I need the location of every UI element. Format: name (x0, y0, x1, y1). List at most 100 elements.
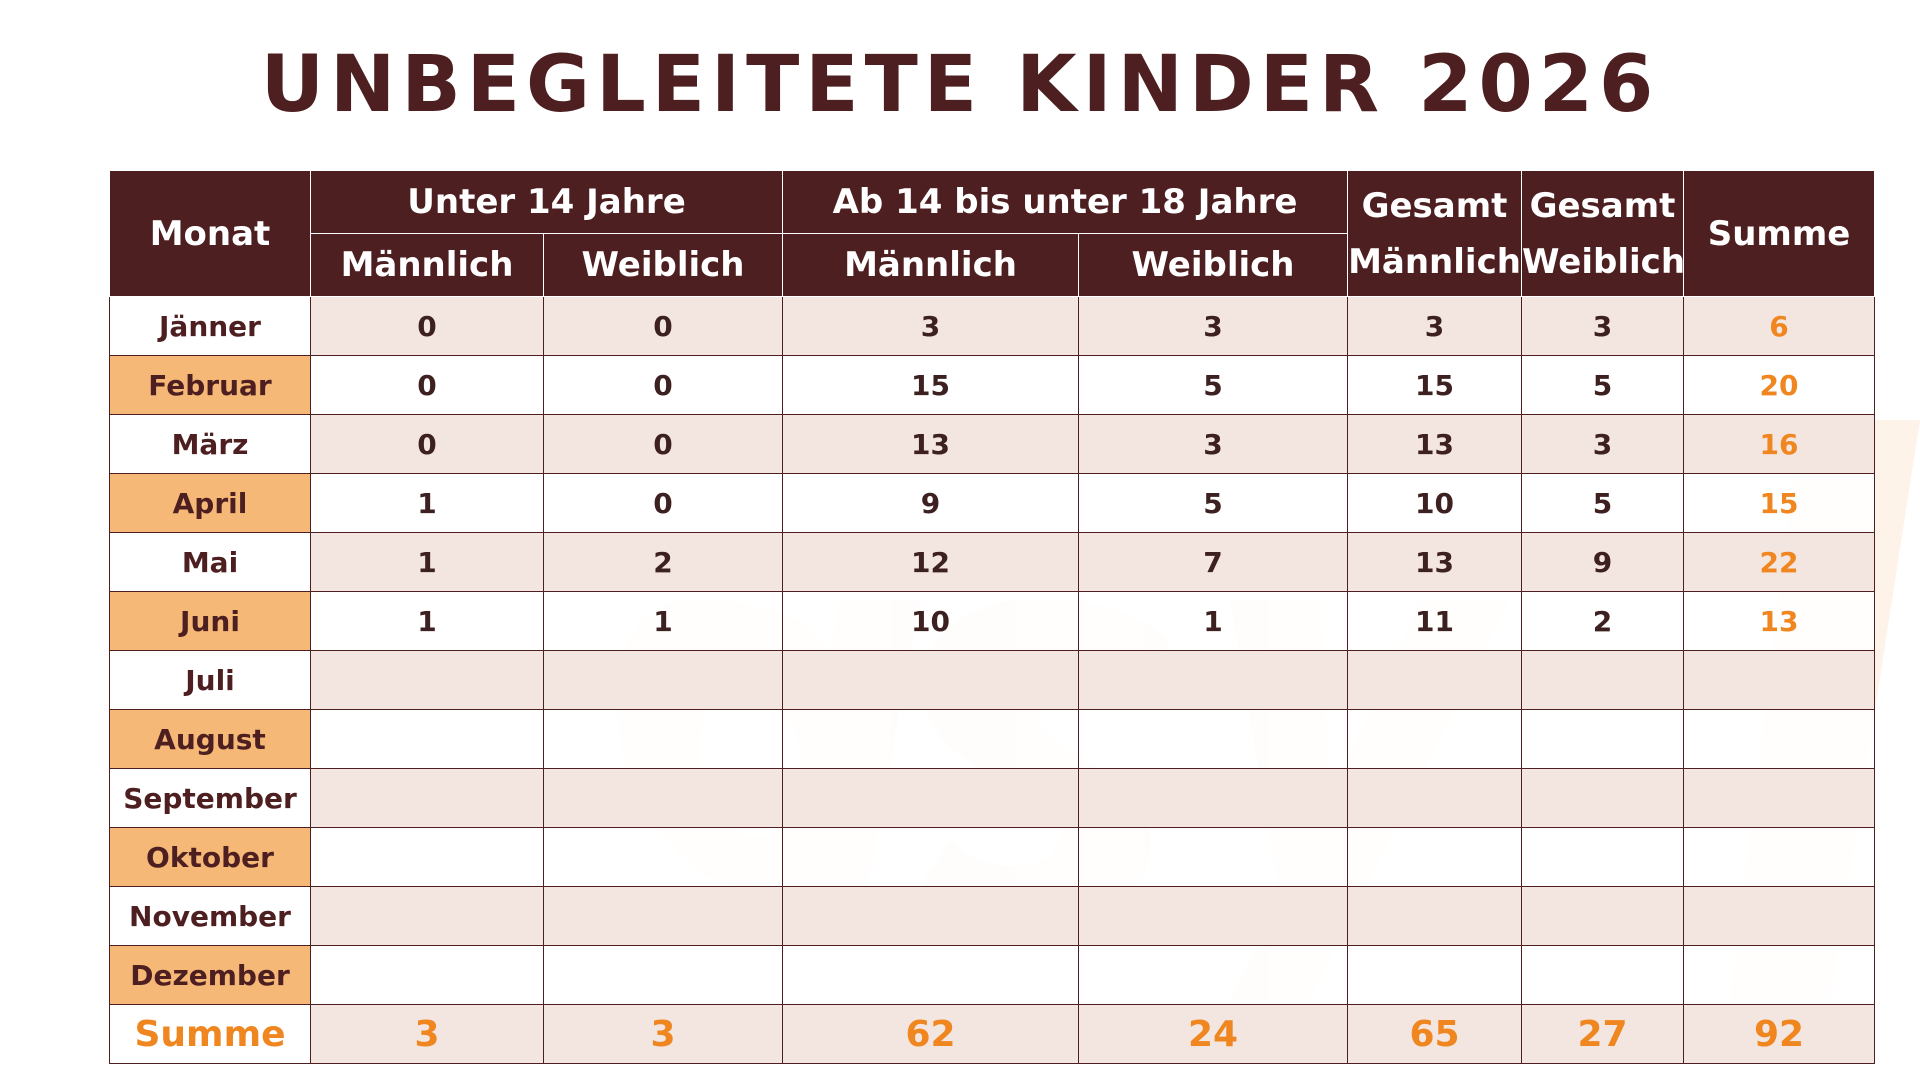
cell-summe (1683, 945, 1876, 1005)
table-row: August (109, 709, 1876, 769)
table-row: März 0 0 13 3 13 3 16 (109, 414, 1876, 474)
cell-u14-maennlich: 0 (310, 414, 544, 474)
cell-summe: 6 (1683, 296, 1876, 356)
total-row: Summe 3 3 62 24 65 27 92 (109, 1004, 1876, 1064)
total-ab14-weiblich: 24 (1078, 1004, 1349, 1064)
cell-u14-weiblich: 0 (542, 355, 784, 415)
cell-summe (1683, 827, 1876, 887)
cell-u14-maennlich (310, 768, 544, 828)
cell-ab14-maennlich (782, 768, 1080, 828)
cell-u14-maennlich (310, 827, 544, 887)
cell-ab14-weiblich: 3 (1078, 414, 1349, 474)
cell-ab14-weiblich: 1 (1078, 591, 1349, 651)
cell-u14-maennlich (310, 709, 544, 769)
cell-gesamt-maennlich (1347, 650, 1523, 710)
cell-u14-weiblich: 0 (542, 296, 784, 356)
total-u14-maennlich: 3 (310, 1004, 544, 1064)
month-cell: Juli (109, 650, 311, 710)
cell-gesamt-weiblich: 9 (1521, 532, 1685, 592)
cell-ab14-weiblich: 5 (1078, 355, 1349, 415)
cell-u14-weiblich (542, 650, 784, 710)
table-row: November (109, 886, 1876, 946)
cell-ab14-maennlich: 9 (782, 473, 1080, 533)
column-header-gesamt-maennlich: Gesamt Männlich (1347, 170, 1523, 297)
total-u14-weiblich: 3 (542, 1004, 784, 1064)
cell-ab14-weiblich (1078, 768, 1349, 828)
cell-gesamt-weiblich (1521, 886, 1685, 946)
column-header-gesamt-weiblich: Gesamt Weiblich (1521, 170, 1685, 297)
table-row: Oktober (109, 827, 1876, 887)
cell-gesamt-maennlich: 10 (1347, 473, 1523, 533)
month-cell: Juni (109, 591, 311, 651)
cell-ab14-maennlich (782, 827, 1080, 887)
cell-u14-maennlich: 1 (310, 473, 544, 533)
cell-ab14-maennlich (782, 945, 1080, 1005)
cell-u14-weiblich (542, 886, 784, 946)
cell-ab14-weiblich (1078, 945, 1349, 1005)
column-group-ab-14: Ab 14 bis unter 18 Jahre (782, 170, 1349, 234)
cell-summe: 16 (1683, 414, 1876, 474)
cell-ab14-maennlich (782, 886, 1080, 946)
cell-u14-weiblich (542, 945, 784, 1005)
cell-gesamt-weiblich (1521, 709, 1685, 769)
cell-gesamt-maennlich (1347, 945, 1523, 1005)
cell-gesamt-maennlich (1347, 886, 1523, 946)
cell-gesamt-weiblich (1521, 827, 1685, 887)
gesamt-weiblich-line2: Weiblich (1522, 241, 1684, 282)
cell-ab14-weiblich: 7 (1078, 532, 1349, 592)
gesamt-maennlich-line1: Gesamt (1361, 185, 1508, 226)
cell-gesamt-weiblich (1521, 650, 1685, 710)
cell-gesamt-weiblich: 5 (1521, 473, 1685, 533)
table-row: September (109, 768, 1876, 828)
cell-summe: 20 (1683, 355, 1876, 415)
total-label: Summe (109, 1004, 311, 1064)
cell-u14-maennlich: 1 (310, 532, 544, 592)
month-cell: Februar (109, 355, 311, 415)
cell-u14-weiblich: 0 (542, 473, 784, 533)
cell-gesamt-weiblich (1521, 945, 1685, 1005)
cell-u14-maennlich: 1 (310, 591, 544, 651)
cell-gesamt-maennlich (1347, 709, 1523, 769)
table-row: Juli (109, 650, 1876, 710)
column-group-unter-14: Unter 14 Jahre (309, 170, 784, 234)
cell-u14-maennlich (310, 945, 544, 1005)
cell-gesamt-weiblich (1521, 768, 1685, 828)
cell-gesamt-weiblich: 2 (1521, 591, 1685, 651)
cell-ab14-weiblich (1078, 709, 1349, 769)
cell-u14-weiblich: 2 (542, 532, 784, 592)
cell-ab14-maennlich: 12 (782, 532, 1080, 592)
table-row: Jänner 0 0 3 3 3 3 6 (109, 296, 1876, 356)
gesamt-maennlich-line2: Männlich (1348, 241, 1521, 282)
cell-u14-maennlich (310, 650, 544, 710)
table-row: Mai 1 2 12 7 13 9 22 (109, 532, 1876, 592)
month-cell: August (109, 709, 311, 769)
cell-gesamt-maennlich: 13 (1347, 414, 1523, 474)
cell-ab14-maennlich: 10 (782, 591, 1080, 651)
cell-gesamt-maennlich: 13 (1347, 532, 1523, 592)
subheader-u14-maennlich: Männlich (310, 233, 544, 297)
subheader-u14-weiblich: Weiblich (542, 233, 784, 297)
column-header-monat: Monat (109, 170, 311, 297)
month-cell: Dezember (109, 945, 311, 1005)
cell-ab14-maennlich (782, 650, 1080, 710)
cell-u14-weiblich (542, 827, 784, 887)
cell-summe: 13 (1683, 591, 1876, 651)
month-cell: April (109, 473, 311, 533)
table-row: April 1 0 9 5 10 5 15 (109, 473, 1876, 533)
cell-ab14-maennlich: 13 (782, 414, 1080, 474)
cell-summe: 15 (1683, 473, 1876, 533)
table-row: Juni 1 1 10 1 11 2 13 (109, 591, 1876, 651)
cell-summe (1683, 768, 1876, 828)
gesamt-weiblich-line1: Gesamt (1529, 185, 1676, 226)
month-cell: März (109, 414, 311, 474)
month-cell: Mai (109, 532, 311, 592)
cell-ab14-weiblich: 5 (1078, 473, 1349, 533)
cell-u14-weiblich (542, 768, 784, 828)
column-header-summe: Summe (1683, 170, 1876, 297)
subheader-ab14-maennlich: Männlich (782, 233, 1080, 297)
cell-gesamt-weiblich: 5 (1521, 355, 1685, 415)
cell-summe (1683, 650, 1876, 710)
month-cell: November (109, 886, 311, 946)
cell-summe (1683, 709, 1876, 769)
table-row: Februar 0 0 15 5 15 5 20 (109, 355, 1876, 415)
